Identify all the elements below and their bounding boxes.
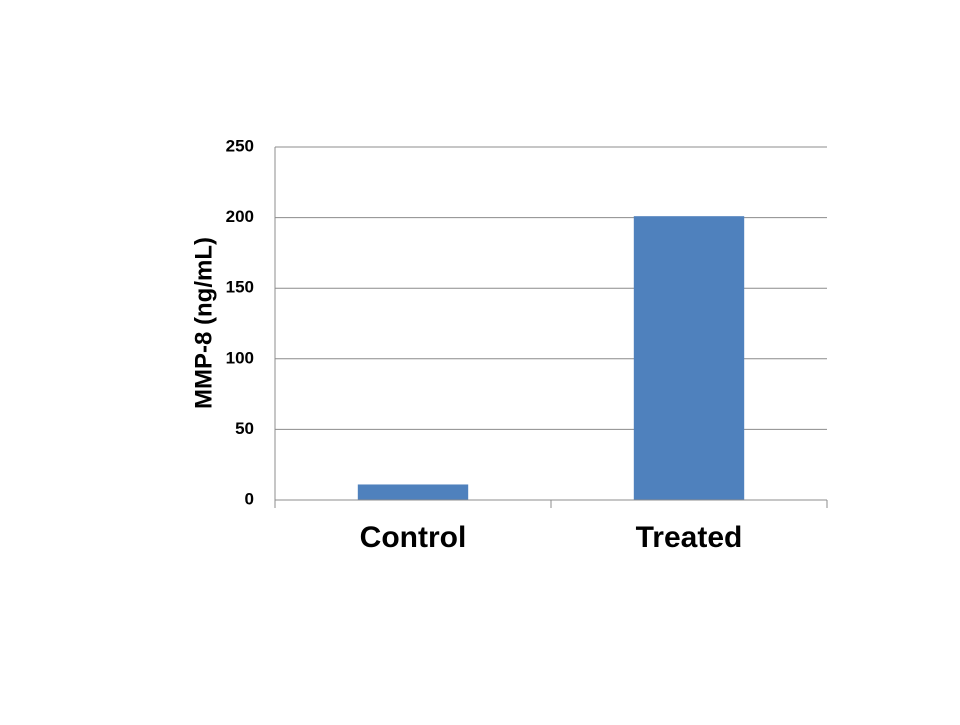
y-tick-label: 50 [235, 419, 254, 438]
axes [274, 147, 828, 508]
y-tick-label: 200 [226, 207, 254, 226]
x-tick-label: Control [360, 521, 467, 554]
x-tick-labels: Control Treated [360, 521, 743, 554]
bars [357, 216, 745, 501]
x-tick-label: Treated [636, 521, 743, 554]
bar-treated [633, 216, 745, 501]
y-tick-label: 250 [226, 136, 254, 155]
bar-control [357, 484, 469, 500]
y-tick-label: 0 [245, 489, 254, 508]
y-tick-label: 100 [226, 348, 254, 367]
y-tick-labels: 0 50 100 150 200 250 [226, 136, 254, 508]
y-tick-label: 150 [226, 278, 254, 297]
y-axis-label: MMP-8 (ng/mL) [190, 237, 217, 409]
